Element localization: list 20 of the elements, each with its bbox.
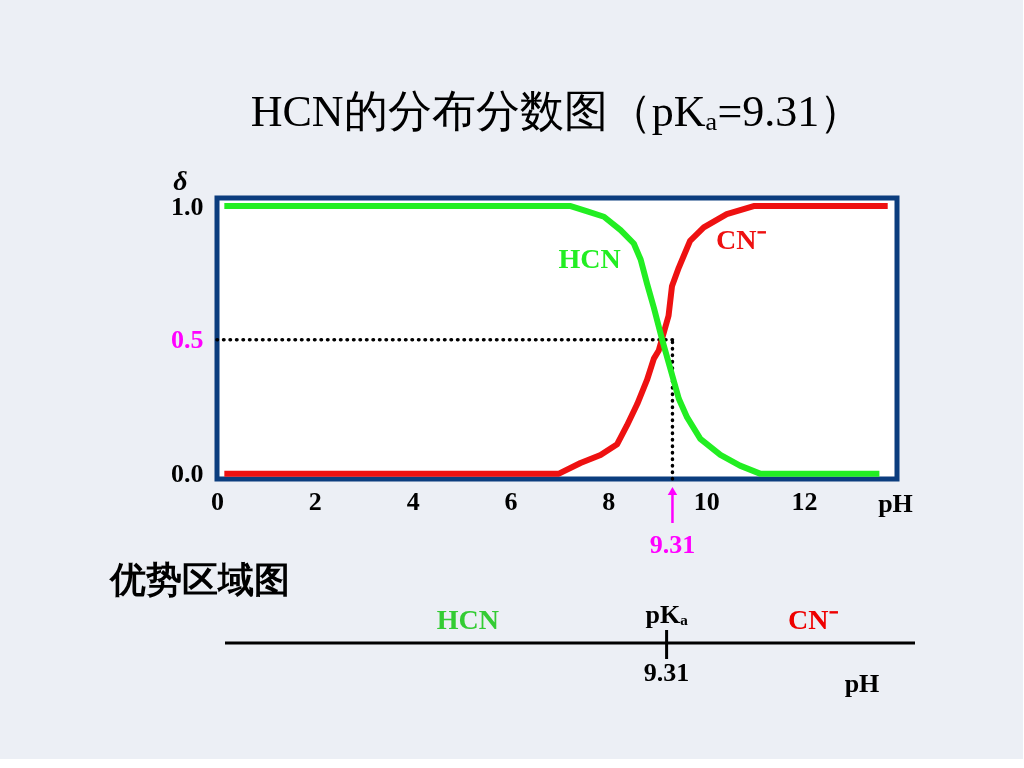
- y-tick-label: 0.0: [171, 459, 204, 489]
- y-tick-label: 0.5: [171, 325, 204, 355]
- series-label: HCN: [558, 242, 621, 274]
- x-axis-title: pH: [878, 488, 913, 518]
- x-tick-label: 12: [791, 486, 818, 516]
- text: pH: [844, 669, 880, 698]
- x-tick-label: 8: [602, 486, 616, 516]
- x-tick-label: 4: [406, 486, 420, 516]
- series-label: CN⁻: [716, 223, 766, 255]
- x-tick-label: 0: [211, 486, 224, 516]
- x-tick-label: 10: [693, 486, 720, 516]
- text: pKₐ: [645, 600, 689, 629]
- chart-title: HCN的分布分数图（pKₐ=9.31）: [250, 87, 864, 136]
- category-label: CN⁻: [788, 604, 838, 635]
- text: 9.31: [643, 658, 690, 687]
- ref-line-label: 9.31: [649, 530, 696, 559]
- x-tick-label: 2: [308, 486, 322, 516]
- category-label: HCN: [436, 604, 499, 635]
- x-tick-label: 6: [504, 486, 518, 516]
- text: 优势区域图: [108, 559, 290, 600]
